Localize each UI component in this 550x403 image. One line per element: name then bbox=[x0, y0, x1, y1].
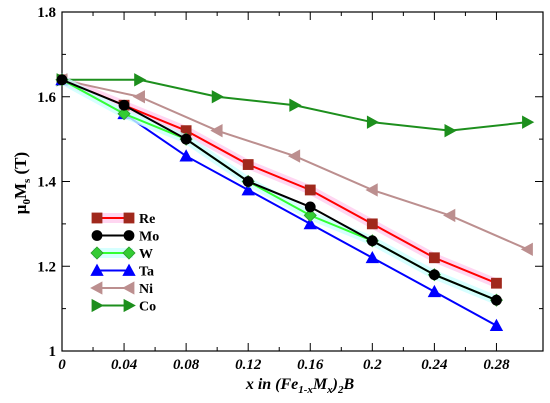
legend-item-co: Co bbox=[91, 298, 156, 315]
series-mo-point bbox=[304, 201, 316, 213]
series-w-point bbox=[303, 208, 317, 222]
legend-mo-marker bbox=[91, 230, 103, 241]
series-layer bbox=[55, 72, 535, 331]
legend-co-marker bbox=[91, 298, 104, 313]
x-tick-label: 0.08 bbox=[173, 357, 200, 373]
series-ni-point bbox=[365, 183, 378, 197]
legend-ta-marker bbox=[122, 263, 136, 276]
series-ta-point bbox=[241, 183, 255, 196]
series-w-point bbox=[117, 107, 131, 121]
legend-ta-label: Ta bbox=[139, 265, 154, 280]
series-ni-point bbox=[132, 90, 145, 104]
series-co-point bbox=[289, 98, 302, 112]
series-mo bbox=[56, 74, 502, 306]
legend-w-label: W bbox=[139, 247, 153, 262]
series-ni-point bbox=[287, 149, 301, 163]
series-re-point bbox=[242, 159, 254, 170]
legend-item-w: W bbox=[90, 246, 153, 262]
plot-frame bbox=[61, 11, 544, 352]
y-tick-label: 1.2 bbox=[37, 259, 56, 275]
series-mo-point bbox=[491, 294, 502, 306]
x-tick-label: 0.04 bbox=[111, 357, 138, 373]
series-re-point bbox=[366, 218, 378, 230]
series-mo-point bbox=[180, 133, 192, 145]
x-tick-label: 0 bbox=[58, 357, 66, 373]
series-co-point bbox=[366, 115, 380, 129]
series-ni-point bbox=[520, 242, 533, 256]
legend-co-label: Co bbox=[139, 300, 156, 315]
series-ta-point bbox=[365, 250, 379, 264]
legend-item-ta: Ta bbox=[90, 263, 154, 280]
x-tick-label: 0.28 bbox=[483, 357, 510, 373]
x-tick-label: 0.2 bbox=[363, 357, 382, 373]
y-tick-label: 1 bbox=[49, 344, 57, 360]
series-re-line bbox=[61, 78, 497, 285]
series-ta-point bbox=[489, 318, 504, 331]
legend-ni-marker bbox=[90, 281, 103, 295]
series-ni-point bbox=[210, 123, 223, 138]
series-re-point bbox=[491, 277, 502, 289]
y-tick-label: 1.8 bbox=[37, 5, 56, 21]
series-co-point bbox=[444, 123, 457, 138]
x-tick-label: 0.12 bbox=[235, 357, 262, 373]
series-ni-point bbox=[443, 208, 456, 223]
legend-w-marker bbox=[90, 246, 104, 260]
legend-item-ni: Ni bbox=[90, 281, 153, 297]
legend-ni-marker bbox=[122, 281, 135, 295]
series-co-point bbox=[134, 73, 147, 87]
series-co-point bbox=[522, 115, 535, 129]
series-co-point bbox=[211, 90, 224, 104]
series-ta-point bbox=[179, 149, 193, 162]
legend-ta-marker bbox=[90, 263, 104, 276]
legend-re-marker bbox=[123, 212, 135, 224]
series-re-point bbox=[428, 252, 440, 264]
y-tick-label: 1.4 bbox=[37, 175, 56, 191]
series-re-point bbox=[304, 184, 316, 196]
legend-re-marker bbox=[91, 212, 103, 224]
axis-ticks: 0 0.04 0.08 0.12 0.16 0.2 0.24 0.28 1 1.2 1.4 1.6 1.… bbox=[37, 5, 543, 373]
y-tick-label: 1.6 bbox=[37, 90, 56, 106]
series-mo-point bbox=[118, 99, 130, 111]
legend-item-re: Re bbox=[91, 212, 155, 227]
series-ta-point bbox=[427, 284, 442, 298]
series-mo-point bbox=[242, 176, 254, 187]
series-ta-point bbox=[303, 217, 317, 230]
legend: Re Mo W Ta Ni Co bbox=[90, 212, 159, 315]
legend-ni-label: Ni bbox=[139, 282, 153, 297]
series-mo-line bbox=[61, 78, 497, 302]
legend-w-marker bbox=[122, 246, 136, 260]
legend-mo-marker bbox=[123, 230, 135, 241]
legend-item-mo: Mo bbox=[91, 230, 159, 245]
y-axis-label: μ0Ms (T) bbox=[11, 152, 33, 214]
series-mo-point bbox=[366, 235, 378, 247]
series-mo-point bbox=[56, 74, 68, 86]
x-tick-label: 0.16 bbox=[297, 357, 324, 373]
x-axis-label: x in (Fe1-xMx)2B bbox=[245, 376, 355, 396]
plot-area bbox=[61, 11, 544, 352]
x-tick-label: 0.24 bbox=[421, 357, 448, 373]
legend-co-marker bbox=[123, 298, 136, 313]
legend-mo-label: Mo bbox=[139, 230, 159, 245]
legend-re-label: Re bbox=[139, 212, 155, 227]
series-mo-point bbox=[428, 269, 440, 281]
